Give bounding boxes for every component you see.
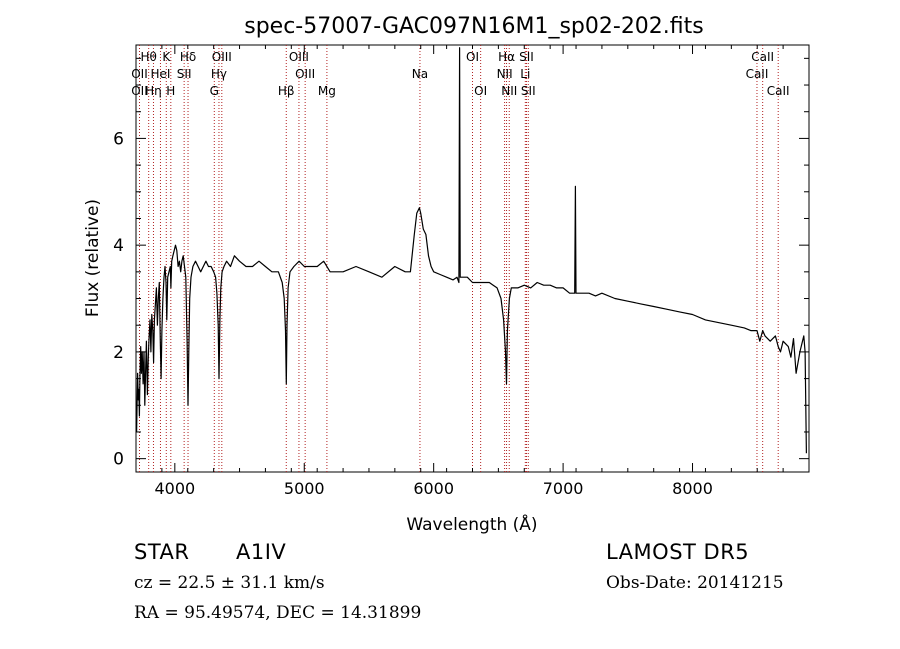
line-marker-label: OI <box>474 84 487 98</box>
y-axis-label: Flux (relative) <box>83 199 103 317</box>
line-marker-label: CaII <box>751 50 774 64</box>
line-marker-label: OIII <box>212 50 232 64</box>
y-tick-label: 2 <box>113 343 124 363</box>
observation-date: Obs-Date: 20141215 <box>606 573 784 593</box>
y-axis-ticks: 0 2 4 6 <box>113 57 809 470</box>
line-marker-label: Mg <box>318 84 336 98</box>
line-marker-label: Hδ <box>180 50 196 64</box>
x-tick-label: 6000 <box>413 479 454 498</box>
line-marker-label: Hα <box>498 50 515 64</box>
y-tick-label: 4 <box>113 236 124 256</box>
line-marker-label: Li <box>520 67 530 81</box>
line-marker-label: Na <box>412 67 428 81</box>
spectrum-line <box>136 47 807 454</box>
emission-line-markers <box>138 45 779 472</box>
line-marker-label: G <box>210 84 219 98</box>
x-tick-label: 7000 <box>543 479 584 498</box>
line-marker-label: SII <box>519 50 534 64</box>
line-marker-label: Hη <box>145 84 162 98</box>
y-tick-label: 6 <box>113 129 124 149</box>
line-marker-label: Hβ <box>278 84 295 98</box>
object-class: STAR <box>134 540 190 564</box>
survey-label: LAMOST DR5 <box>606 540 750 564</box>
line-marker-label: HeI <box>150 67 170 81</box>
line-marker-label: OIII <box>289 50 309 64</box>
line-marker-label: Hθ <box>140 50 156 64</box>
y-tick-label: 0 <box>113 450 124 470</box>
line-marker-label: OIII <box>295 67 315 81</box>
line-marker-label: OII <box>131 67 148 81</box>
line-marker-label: Hγ <box>211 67 227 81</box>
line-marker-label: NII <box>501 84 517 98</box>
line-marker-label: OI <box>466 50 479 64</box>
x-tick-label: 8000 <box>672 479 713 498</box>
ra-dec-coordinates: RA = 95.49574, DEC = 14.31899 <box>134 603 422 623</box>
object-subclass: A1IV <box>236 540 287 564</box>
line-marker-label: SII <box>521 84 536 98</box>
line-marker-label: H <box>166 84 175 98</box>
chart-title: spec-57007-GAC097N16M1_sp02-202.fits <box>244 14 704 39</box>
line-marker-label: K <box>162 50 171 64</box>
redshift-value: cz = 22.5 ± 31.1 km/s <box>134 573 325 593</box>
line-marker-label: SII <box>177 67 192 81</box>
line-marker-label: NII <box>497 67 513 81</box>
x-axis-ticks: 4000 5000 6000 7000 8000 <box>135 45 810 498</box>
x-tick-label: 4000 <box>154 479 195 498</box>
line-marker-label: OII <box>131 84 148 98</box>
line-marker-label: CaII <box>767 84 790 98</box>
x-tick-label: 5000 <box>284 479 325 498</box>
line-marker-label: CaII <box>746 67 769 81</box>
x-axis-label: Wavelength (Å) <box>406 513 537 535</box>
